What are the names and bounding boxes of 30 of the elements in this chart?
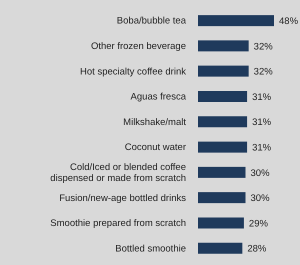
data-label: 31% bbox=[252, 142, 272, 154]
data-label: 28% bbox=[247, 244, 267, 255]
y-tick-label: Boba/bubble tea bbox=[116, 15, 187, 26]
bar bbox=[198, 90, 248, 102]
y-tick-label: Coconut water bbox=[124, 142, 186, 153]
y-tick-label: Smoothie prepared from scratch bbox=[50, 218, 186, 229]
data-label: 31% bbox=[252, 92, 272, 103]
y-tick-label: Cold/Iced or blended coffee dispensed or made from scratch bbox=[50, 161, 186, 184]
data-label: 30% bbox=[250, 168, 270, 179]
data-label: 29% bbox=[248, 218, 268, 230]
bar bbox=[198, 142, 248, 153]
data-label: 32% bbox=[254, 66, 274, 78]
y-tick-label: Aguas fresca bbox=[130, 91, 187, 102]
bar bbox=[198, 166, 246, 178]
y-tick-label: Hot specialty coffee drink bbox=[80, 66, 186, 77]
bar bbox=[198, 66, 249, 77]
y-tick-label: Milkshake/malt bbox=[123, 116, 186, 128]
bar bbox=[198, 116, 248, 128]
bar bbox=[198, 217, 244, 228]
y-tick-label: Fusion/new-age bottled drinks bbox=[59, 192, 186, 204]
bar bbox=[198, 15, 274, 26]
bar bbox=[198, 242, 242, 254]
data-label: 30% bbox=[250, 193, 270, 204]
data-label: 48% bbox=[279, 16, 299, 27]
data-label: 32% bbox=[254, 41, 274, 52]
y-tick-label: Bottled smoothie bbox=[115, 242, 186, 254]
data-label: 31% bbox=[252, 117, 272, 128]
bar bbox=[198, 40, 249, 52]
y-tick-label: Other frozen beverage bbox=[90, 40, 186, 52]
bar bbox=[198, 192, 246, 204]
